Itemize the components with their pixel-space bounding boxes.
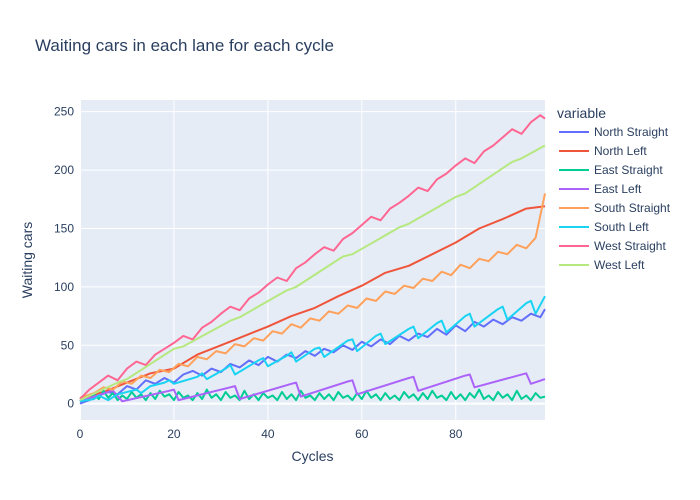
series-line-south-straight <box>79 193 546 399</box>
x-axis-title: Cycles <box>291 448 333 464</box>
y-tick-label: 0 <box>67 397 74 411</box>
x-tick-label: 20 <box>167 427 181 441</box>
legend-label-north-straight: North Straight <box>594 125 669 139</box>
gridlines <box>79 100 545 420</box>
series-line-west-left <box>79 144 546 402</box>
series-line-south-left <box>79 295 546 403</box>
y-tick-label: 200 <box>54 163 74 177</box>
series-line-north-straight <box>79 308 546 405</box>
y-tick-label: 150 <box>54 221 74 235</box>
legend: variable North Straight North Left East St… <box>557 105 671 272</box>
legend-label-south-left: South Left <box>594 220 649 234</box>
plot-area <box>80 100 545 420</box>
chart-title: Waiting cars in each lane for each cycle <box>35 36 334 55</box>
tick-labels: 0 20 40 60 80 0 50 100 150 200 250 <box>54 105 463 441</box>
y-tick-label: 100 <box>54 280 74 294</box>
legend-label-east-straight: East Straight <box>594 163 663 177</box>
legend-label-east-left: East Left <box>594 182 642 196</box>
series-line-east-left <box>79 372 546 403</box>
legend-label-west-left: West Left <box>594 258 645 272</box>
legend-label-north-left: North Left <box>594 144 647 158</box>
x-tick-label: 80 <box>449 427 463 441</box>
legend-title: variable <box>557 105 606 121</box>
y-axis-title: Waiting cars <box>19 222 35 299</box>
x-tick-label: 60 <box>355 427 369 441</box>
y-tick-label: 50 <box>61 338 75 352</box>
legend-label-west-straight: West Straight <box>594 239 666 253</box>
x-tick-label: 0 <box>77 427 84 441</box>
series-layer <box>79 114 546 405</box>
series-line-east-straight <box>79 388 546 403</box>
x-tick-label: 40 <box>261 427 275 441</box>
legend-label-south-straight: South Straight <box>594 201 671 215</box>
series-line-west-straight <box>79 114 546 400</box>
y-tick-label: 250 <box>54 105 74 119</box>
